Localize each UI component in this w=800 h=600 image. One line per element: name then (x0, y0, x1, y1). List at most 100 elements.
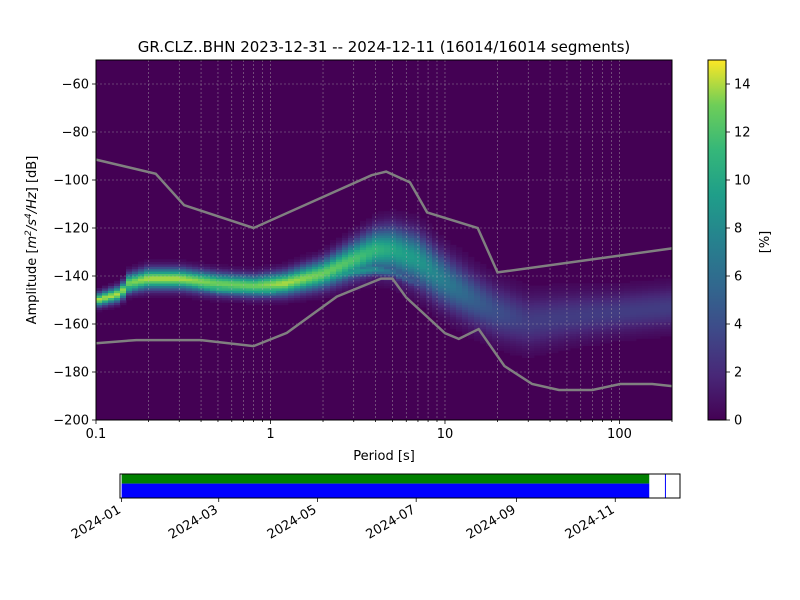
heatmap-cell (342, 273, 349, 277)
heatmap-cell (390, 232, 397, 236)
heatmap-cell (396, 235, 403, 238)
heatmap-cell (318, 252, 325, 255)
heatmap-cell (390, 252, 397, 255)
heatmap-cell (330, 264, 337, 267)
heatmap-cell (636, 285, 643, 289)
heatmap-cell (366, 228, 373, 231)
noise-model-curves (95, 158, 673, 392)
heatmap-cell (312, 266, 319, 270)
heatmap-cell (540, 331, 547, 334)
heatmap-cell (498, 348, 505, 351)
heatmap-cell (330, 244, 337, 248)
heatmap-cell (606, 297, 613, 301)
heatmap-cell (246, 266, 253, 270)
heatmap-cell (498, 314, 505, 318)
heatmap-cell (552, 309, 559, 313)
heatmap-cell (126, 292, 133, 296)
heatmap-cell (510, 312, 517, 315)
heatmap-cell (426, 300, 433, 303)
heatmap-cell (216, 300, 223, 303)
heatmap-cell (558, 333, 565, 337)
y-tick-label: −100 (53, 174, 89, 189)
heatmap-cell (582, 295, 589, 298)
heatmap-cell (402, 213, 409, 217)
plot-frame (95, 59, 673, 421)
heatmap-cell (456, 309, 463, 313)
heatmap-cell (546, 324, 553, 327)
heatmap-cell (600, 285, 607, 289)
heatmap-cell (600, 333, 607, 337)
heatmap-cell (480, 326, 487, 330)
heatmap-cell (522, 345, 529, 349)
heatmap-cell (420, 271, 427, 274)
heatmap-cell (414, 220, 421, 224)
heatmap-cell (516, 285, 523, 289)
heatmap-cell (222, 297, 229, 301)
heatmap-cell (606, 312, 613, 315)
heatmap-cell (606, 285, 613, 289)
heatmap-cell (318, 288, 325, 291)
heatmap-cell (624, 312, 631, 315)
heatmap-cell (648, 331, 655, 334)
heatmap-cell (330, 288, 337, 291)
heatmap-cell (306, 266, 313, 270)
heatmap-cell (144, 268, 151, 272)
heatmap-cell (138, 290, 145, 294)
heatmap-cell (408, 237, 415, 241)
heatmap-cell (234, 271, 241, 274)
heatmap-cell (102, 292, 109, 296)
heatmap-cell (420, 261, 427, 265)
heatmap-cell (570, 316, 577, 320)
heatmap-cell (252, 268, 259, 272)
timeline-bar-psd (121, 483, 650, 498)
heatmap-cell (492, 295, 499, 298)
heatmap-cell (342, 237, 349, 241)
heatmap-cell (444, 252, 451, 255)
heatmap-cell (162, 259, 169, 262)
heatmap-cell (300, 254, 307, 258)
heatmap-cell (480, 280, 487, 284)
heatmap-cell (360, 276, 367, 279)
heatmap-cell (666, 302, 673, 306)
heatmap-cell (660, 278, 667, 282)
heatmap-cell (120, 280, 127, 284)
heatmap-cell (612, 333, 619, 337)
heatmap-cell (336, 290, 343, 294)
heatmap-cell (384, 244, 391, 248)
heatmap-cell (642, 331, 649, 334)
heatmap-cell (306, 292, 313, 296)
heatmap-cell (624, 324, 631, 327)
heatmap-cell (174, 276, 181, 279)
heatmap-cell (498, 300, 505, 303)
heatmap-cell (648, 336, 655, 339)
heatmap-cell (636, 316, 643, 320)
heatmap-cell (630, 326, 637, 330)
heatmap-cell (198, 285, 205, 289)
heatmap-cell (660, 283, 667, 286)
heatmap-cell (216, 264, 223, 267)
y-tick-label: −60 (62, 78, 89, 93)
heatmap-cell (408, 271, 415, 274)
heatmap-cell (372, 259, 379, 262)
heatmap-cell (246, 285, 253, 289)
heatmap-cell (258, 271, 265, 274)
heatmap-cell (336, 276, 343, 279)
heatmap-cell (414, 254, 421, 258)
heatmap-cell (606, 309, 613, 313)
heatmap-cell (192, 283, 199, 286)
heatmap-cell (624, 288, 631, 291)
heatmap-cell (612, 321, 619, 325)
heatmap-cell (666, 324, 673, 327)
heatmap-cell (204, 268, 211, 272)
heatmap-cell (240, 280, 247, 284)
heatmap-cell (360, 259, 367, 262)
heatmap-cell (390, 235, 397, 238)
heatmap-cell (348, 249, 355, 253)
heatmap-cell (384, 242, 391, 246)
heatmap-cell (516, 326, 523, 330)
heatmap-cell (444, 312, 451, 315)
heatmap-cell (264, 297, 271, 301)
heatmap-cell (414, 266, 421, 270)
heatmap-cell (636, 309, 643, 313)
heatmap-cell (198, 266, 205, 270)
